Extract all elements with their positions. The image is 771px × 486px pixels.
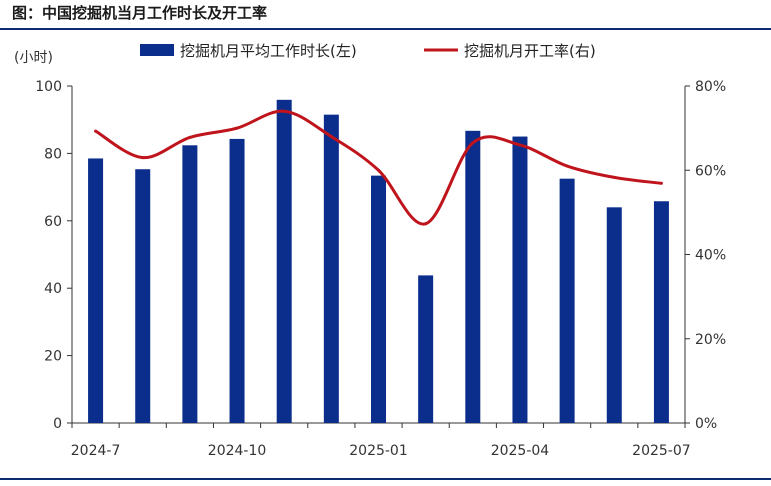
- bar: [559, 178, 575, 423]
- bar: [276, 99, 292, 423]
- left-tick-label: 60: [44, 214, 62, 230]
- bar: [323, 114, 339, 424]
- top-rule: [0, 28, 771, 30]
- bar: [88, 158, 104, 423]
- legend-line-label: 挖掘机月开工率(右): [464, 42, 596, 60]
- left-axis-ticks: 0 20 40 60 80 100: [35, 79, 72, 432]
- x-tick-label: 2025-01: [349, 443, 408, 459]
- left-tick-label: 40: [44, 281, 62, 297]
- right-tick-label: 60%: [695, 163, 726, 179]
- left-tick-label: 80: [44, 146, 62, 162]
- legend: 挖掘机月平均工作时长(左) 挖掘机月开工率(右): [140, 42, 596, 60]
- bar: [371, 175, 386, 423]
- line-point: [188, 135, 192, 139]
- line-point: [471, 141, 475, 145]
- line-point: [518, 143, 522, 147]
- right-axis-ticks: 0% 20% 40% 60% 80%: [685, 79, 726, 432]
- bar: [418, 275, 434, 423]
- right-tick-label: 20%: [695, 332, 726, 348]
- left-tick-label: 100: [35, 79, 62, 95]
- line-point: [329, 135, 333, 139]
- x-tick-label: 2025-04: [491, 443, 550, 459]
- bar-series: [88, 99, 669, 424]
- figure-title: 图：中国挖掘机当月工作时长及开工率: [12, 4, 268, 22]
- line-point: [424, 222, 428, 226]
- x-tick-label: 2024-7: [71, 443, 121, 459]
- line-point: [612, 175, 616, 179]
- line-point: [235, 126, 239, 130]
- bar: [465, 130, 481, 424]
- line-point: [94, 129, 98, 133]
- left-axis-unit: (小时): [14, 50, 53, 66]
- bar: [229, 138, 245, 423]
- line-point: [565, 164, 569, 168]
- x-tick-label: 2025-07: [632, 443, 691, 459]
- line-point: [659, 181, 663, 185]
- left-tick-label: 20: [44, 349, 62, 365]
- left-tick-label: 0: [53, 416, 62, 432]
- bar: [653, 201, 669, 423]
- x-tick-label: 2024-10: [208, 443, 267, 459]
- bar: [512, 136, 528, 424]
- line-point: [141, 156, 145, 160]
- legend-bar-label: 挖掘机月平均工作时长(左): [180, 42, 357, 60]
- line-point: [377, 168, 380, 172]
- line-series: [94, 109, 663, 226]
- bar: [182, 145, 198, 423]
- legend-bar-swatch: [140, 44, 174, 56]
- right-tick-label: 0%: [695, 416, 717, 432]
- right-tick-label: 40%: [695, 248, 726, 264]
- line-point: [282, 109, 286, 113]
- bar: [135, 169, 151, 423]
- x-axis-ticks: 2024-7 2024-10 2025-01 2025-04 2025-07: [71, 423, 691, 459]
- right-tick-label: 80%: [695, 79, 726, 95]
- bottom-rule: [0, 478, 771, 480]
- bar: [606, 207, 622, 423]
